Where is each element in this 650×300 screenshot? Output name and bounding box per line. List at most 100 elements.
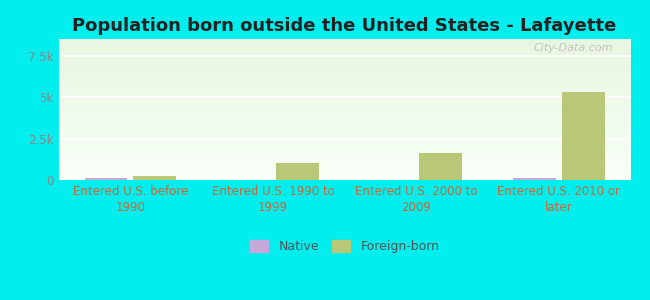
Bar [58, 119, 630, 120]
Bar [58, 100, 630, 101]
Bar [58, 144, 630, 145]
Bar [58, 124, 630, 125]
Bar [58, 178, 630, 179]
Bar [58, 169, 630, 170]
Bar [58, 91, 630, 92]
Bar [58, 127, 630, 128]
Bar [58, 64, 630, 65]
Bar [58, 107, 630, 108]
Bar [58, 134, 630, 135]
Bar [58, 58, 630, 59]
Bar [58, 165, 630, 166]
Bar [58, 85, 630, 86]
Bar [58, 171, 630, 172]
Bar [58, 146, 630, 147]
Bar [133, 176, 176, 180]
Bar [58, 93, 630, 94]
Bar [58, 90, 630, 91]
Bar [58, 175, 630, 176]
Bar [58, 168, 630, 169]
Bar [419, 154, 462, 180]
Bar [58, 137, 630, 138]
Bar [58, 48, 630, 49]
Bar [58, 118, 630, 119]
Bar [58, 152, 630, 153]
Bar [58, 120, 630, 121]
Bar [58, 157, 630, 158]
Bar [58, 163, 630, 164]
Bar [58, 128, 630, 129]
Bar [58, 72, 630, 73]
Bar [84, 178, 127, 180]
Bar [58, 44, 630, 45]
Bar [58, 53, 630, 54]
Bar [58, 50, 630, 51]
Bar [58, 113, 630, 114]
Bar [58, 110, 630, 111]
Bar [58, 55, 630, 56]
Bar [58, 132, 630, 133]
Bar [58, 167, 630, 168]
Bar [58, 141, 630, 142]
Bar [58, 160, 630, 161]
Bar [58, 96, 630, 97]
Bar [58, 123, 630, 124]
Bar [58, 104, 630, 105]
Bar [58, 95, 630, 96]
Bar [58, 56, 630, 57]
Bar [58, 112, 630, 113]
Bar [58, 145, 630, 146]
Bar [58, 161, 630, 162]
Bar [58, 59, 630, 60]
Bar [58, 78, 630, 79]
Bar [58, 135, 630, 136]
Bar [58, 49, 630, 50]
Bar [58, 99, 630, 100]
Bar [58, 67, 630, 68]
Bar [58, 65, 630, 66]
Bar [58, 117, 630, 118]
Bar [58, 143, 630, 144]
Bar [58, 97, 630, 98]
Bar [58, 103, 630, 104]
Bar [58, 60, 630, 61]
Bar [58, 125, 630, 126]
Bar [58, 71, 630, 72]
Bar [58, 94, 630, 95]
Bar [58, 61, 630, 62]
Bar [58, 45, 630, 46]
Bar [58, 177, 630, 178]
Bar [58, 149, 630, 150]
Bar [58, 156, 630, 157]
Bar [58, 106, 630, 107]
Bar [58, 126, 630, 127]
Bar [58, 89, 630, 90]
Title: Population born outside the United States - Lafayette: Population born outside the United State… [72, 17, 617, 35]
Bar [58, 153, 630, 154]
Bar [58, 82, 630, 83]
Bar [58, 81, 630, 82]
Bar [58, 75, 630, 76]
Bar [513, 178, 556, 180]
Bar [58, 102, 630, 103]
Bar [58, 105, 630, 106]
Bar [58, 138, 630, 139]
Bar [58, 158, 630, 159]
Bar [58, 66, 630, 67]
Bar [58, 173, 630, 174]
Bar [58, 79, 630, 80]
Bar [58, 140, 630, 141]
Bar [58, 121, 630, 122]
Text: City-Data.com: City-Data.com [534, 43, 614, 53]
Bar [58, 83, 630, 84]
Bar [276, 164, 318, 180]
Bar [58, 88, 630, 89]
Bar [58, 92, 630, 93]
Legend: Native, Foreign-born: Native, Foreign-born [244, 235, 445, 258]
Bar [58, 148, 630, 149]
Bar [58, 43, 630, 44]
Bar [58, 61, 630, 62]
Bar [58, 42, 630, 43]
Bar [58, 68, 630, 69]
Bar [58, 159, 630, 160]
